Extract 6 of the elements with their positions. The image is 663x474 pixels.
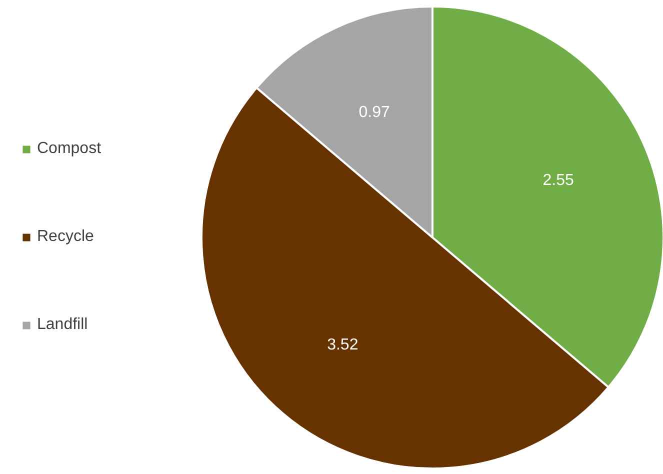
legend-label: Compost (37, 140, 102, 158)
legend-label: Recycle (37, 228, 94, 246)
legend-label: Landfill (37, 316, 88, 334)
data-label: 2.55 (542, 172, 574, 190)
data-label: 3.52 (327, 336, 358, 354)
data-label: 0.97 (358, 104, 390, 121)
